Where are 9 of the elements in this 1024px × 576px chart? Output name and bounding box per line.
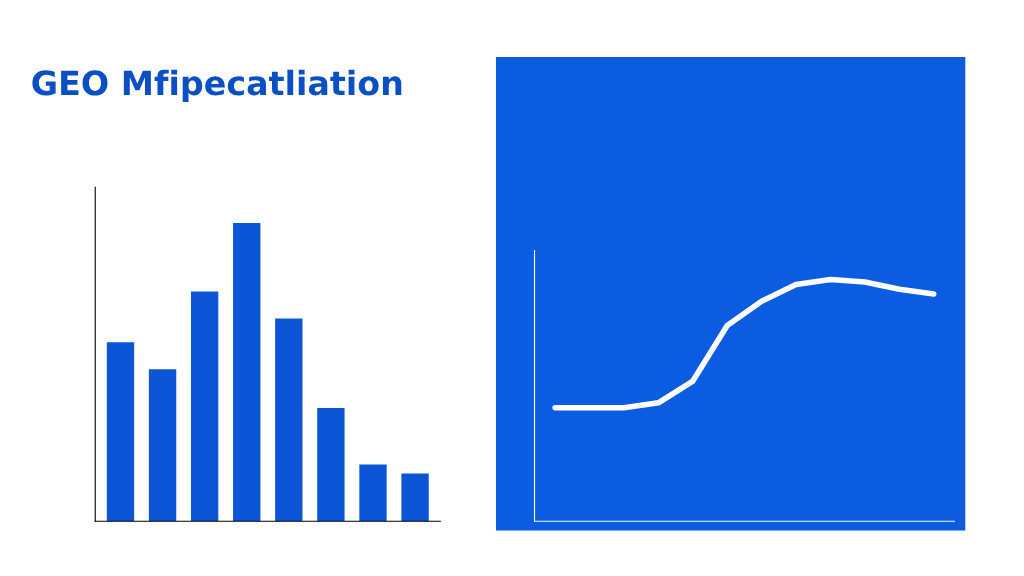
bar [190,291,219,522]
bar [233,222,261,522]
chart-title: GEO Mfipecatliation [32,69,402,102]
bar [275,318,303,522]
bar [317,407,345,522]
bar [359,464,387,522]
bar [148,369,177,522]
bar [401,473,429,522]
bar [106,342,135,522]
